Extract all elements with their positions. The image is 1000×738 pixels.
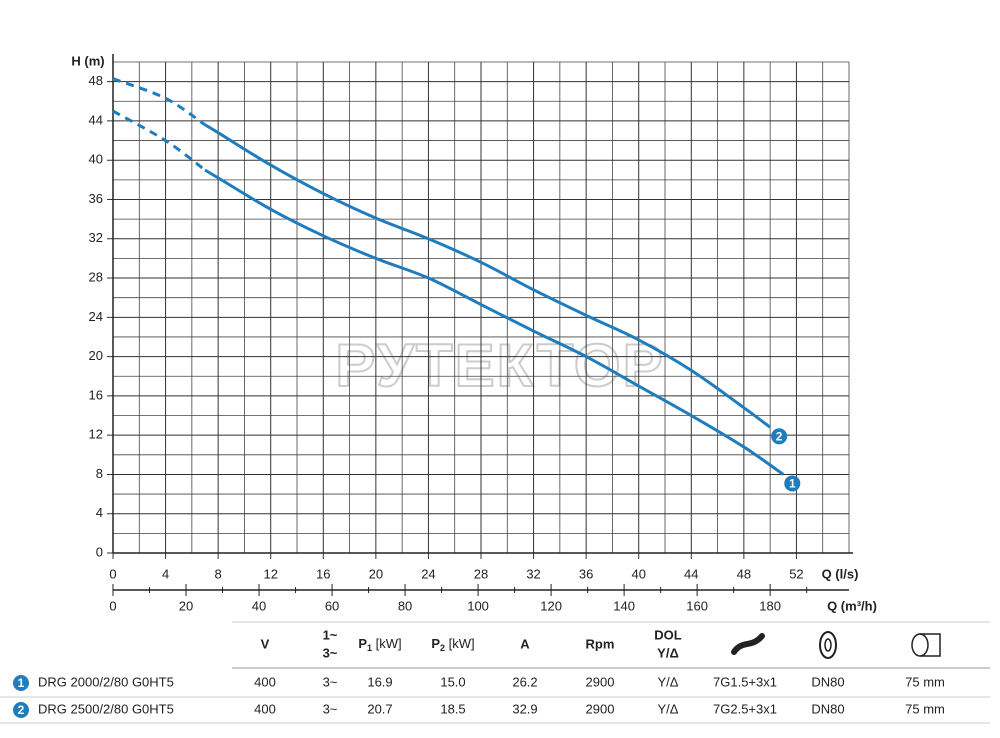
pipe-icon (911, 633, 929, 657)
header-cell: 1~ (323, 627, 338, 642)
table-cell: 400 (254, 701, 276, 716)
x-tick-label: 32 (526, 566, 540, 581)
cable-icon (731, 633, 765, 655)
y-tick-label: 40 (89, 152, 103, 167)
x2-tick-label: 180 (759, 598, 781, 613)
pipe-icon-body (920, 633, 941, 657)
flange-icon-inner (824, 638, 832, 652)
header-unit: [kW] (372, 636, 402, 651)
x-tick-label: 48 (737, 566, 751, 581)
x2-tick-label: 40 (252, 598, 266, 613)
x-axis-label: Q (l/s) (822, 566, 859, 581)
header-symbol: P (431, 636, 440, 651)
row-id: 2 (18, 703, 25, 717)
header-cell: P2 [kW] (431, 636, 474, 653)
table-cell: 75 mm (905, 674, 945, 689)
row-id: 1 (18, 676, 25, 690)
x2-tick-label: 80 (398, 598, 412, 613)
x-tick-label: 44 (684, 566, 698, 581)
x-tick-label: 52 (789, 566, 803, 581)
x2-tick-label: 0 (109, 598, 116, 613)
row-model: DRG 2500/2/80 G0HT5 (38, 701, 174, 716)
x-tick-label: 36 (579, 566, 593, 581)
table-cell: 2900 (586, 674, 615, 689)
table-cell: 32.9 (512, 701, 537, 716)
curve-marker (771, 428, 788, 445)
x2-tick-label: 20 (179, 598, 193, 613)
header-cell: Y/Δ (657, 645, 679, 660)
x-tick-label: 8 (215, 566, 222, 581)
y-tick-label: 4 (96, 505, 103, 520)
x2-tick-label: 60 (325, 598, 339, 613)
table-cell: 7G2.5+3x1 (713, 701, 777, 716)
x-tick-label: 12 (263, 566, 277, 581)
header-sub: 2 (440, 643, 445, 653)
curve-label: 1 (789, 477, 796, 491)
y-axis-label: H (m) (71, 53, 104, 68)
table-cell: 7G1.5+3x1 (713, 674, 777, 689)
header-cell: Rpm (586, 636, 615, 651)
x2-tick-label: 140 (613, 598, 635, 613)
row-marker (13, 675, 29, 691)
icons (731, 631, 941, 659)
table-cell: 75 mm (905, 701, 945, 716)
y-tick-label: 12 (89, 427, 103, 442)
x-tick-label: 20 (369, 566, 383, 581)
y-tick-label: 8 (96, 466, 103, 481)
y-tick-label: 16 (89, 387, 103, 402)
x2-tick-label: 160 (686, 598, 708, 613)
header-symbol: P (358, 636, 367, 651)
y-tick-label: 48 (89, 73, 103, 88)
table-cell: 400 (254, 674, 276, 689)
x2-axis-label: Q (m³/h) (827, 598, 877, 613)
curve-extrapolated (112, 109, 206, 172)
y-tick-label: 32 (89, 230, 103, 245)
watermark: РУТЕКТОР (335, 332, 664, 399)
table-cell: DN80 (811, 701, 844, 716)
x-tick-label: 16 (316, 566, 330, 581)
table-cell: 18.5 (440, 701, 465, 716)
x2-tick-label: 100 (467, 598, 489, 613)
x-tick-label: 24 (421, 566, 435, 581)
header-sub: 1 (367, 643, 372, 653)
curve (204, 168, 785, 476)
table-cell: 2900 (586, 701, 615, 716)
x-tick-label: 40 (631, 566, 645, 581)
header-cell: A (520, 636, 530, 651)
flange-icon (819, 631, 837, 659)
table-cell: 3~ (323, 674, 338, 689)
y-tick-label: 36 (89, 191, 103, 206)
table-cell: 26.2 (512, 674, 537, 689)
y-tick-label: 20 (89, 348, 103, 363)
x-tick-label: 28 (474, 566, 488, 581)
header-cell: P1 [kW] (358, 636, 401, 653)
header-cell: DOL (654, 627, 682, 642)
y-tick-label: 28 (89, 269, 103, 284)
y-tick-label: 0 (96, 544, 103, 559)
curve-label: 2 (776, 429, 783, 443)
y-tick-label: 24 (89, 309, 103, 324)
row-model: DRG 2000/2/80 G0HT5 (38, 674, 174, 689)
table-cell: 20.7 (367, 701, 392, 716)
table-cell: 3~ (323, 701, 338, 716)
table-cell: 16.9 (367, 674, 392, 689)
header-cell: V (261, 636, 270, 651)
curve (204, 123, 772, 429)
x-tick-label: 4 (162, 566, 169, 581)
curve-marker (784, 475, 801, 492)
y-tick-label: 44 (89, 112, 103, 127)
header-unit: [kW] (445, 636, 475, 651)
x2-tick-label: 120 (540, 598, 562, 613)
table-cell: 15.0 (440, 674, 465, 689)
row-marker (13, 702, 29, 718)
table-cell: Y/Δ (658, 674, 679, 689)
header-cell: 3~ (323, 645, 338, 660)
table-cell: DN80 (811, 674, 844, 689)
table-cell: Y/Δ (658, 701, 679, 716)
x-tick-label: 0 (109, 566, 116, 581)
curve-extrapolated (112, 77, 206, 127)
